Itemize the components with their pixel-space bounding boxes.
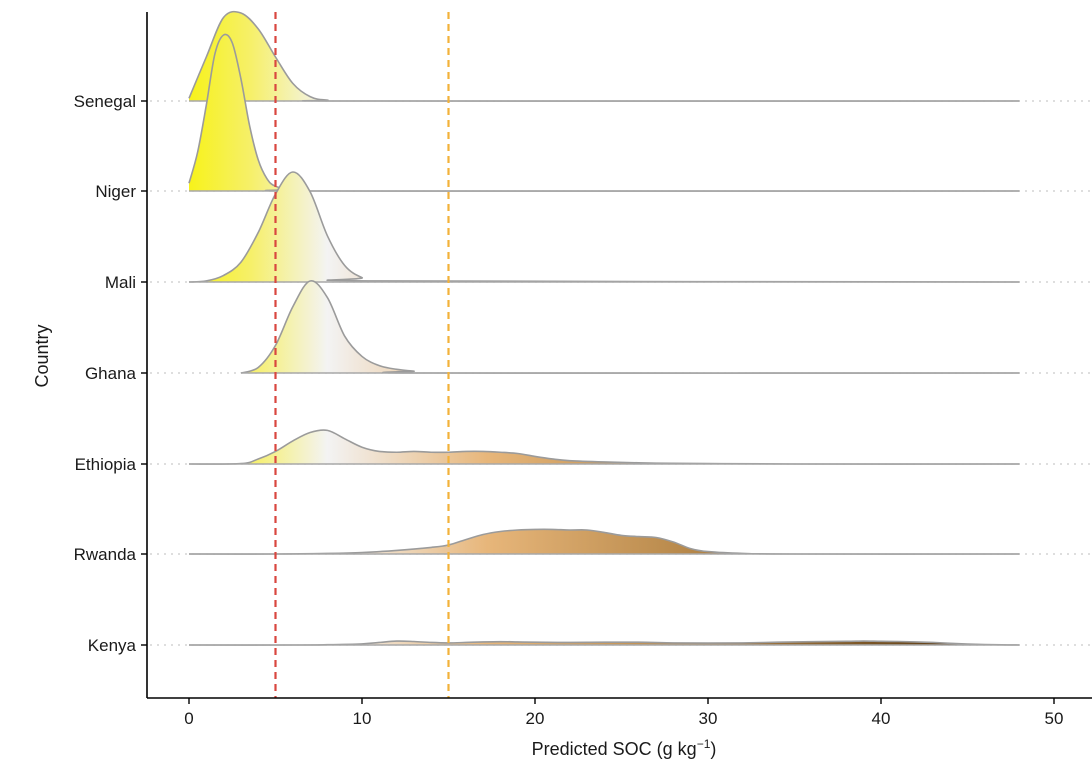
ridge-senegal <box>188 10 1020 102</box>
ridge-fill-ghana <box>240 280 1020 374</box>
y-tick-label-senegal: Senegal <box>74 92 136 111</box>
y-tick-label-ethiopia: Ethiopia <box>75 455 137 474</box>
ridge-mali <box>188 171 1020 283</box>
ridge-fill-rwanda <box>189 529 1020 555</box>
y-tick-label-niger: Niger <box>95 182 136 201</box>
x-tick-label-0: 0 <box>184 709 193 728</box>
x-tick-label-50: 50 <box>1045 709 1064 728</box>
y-tick-label-mali: Mali <box>105 273 136 292</box>
x-axis-title-superscript: −1 <box>697 737 711 751</box>
density-ridges <box>188 10 1020 646</box>
x-axis-ticks: 0 10 20 30 40 50 <box>184 698 1063 728</box>
ridge-fill-mali <box>189 171 1020 282</box>
x-tick-label-10: 10 <box>353 709 372 728</box>
y-tick-label-kenya: Kenya <box>88 636 137 655</box>
y-tick-label-ghana: Ghana <box>85 364 137 383</box>
ridge-outline-senegal <box>188 10 1020 102</box>
ridge-rwanda <box>188 528 1020 555</box>
y-tick-label-rwanda: Rwanda <box>74 545 137 564</box>
ridge-outline-ethiopia <box>188 429 1020 465</box>
y-axis-ticks: Senegal Niger Mali Ghana Ethiopia Rwanda Kenya <box>74 92 147 655</box>
ridge-outline-kenya <box>188 640 1020 646</box>
x-tick-label-30: 30 <box>699 709 718 728</box>
ridge-niger <box>188 33 1020 192</box>
y-axis-title: Country <box>32 324 52 387</box>
ridge-outline-rwanda <box>188 528 1020 555</box>
x-tick-label-20: 20 <box>526 709 545 728</box>
x-axis-title: Predicted SOC (g kg−1) <box>532 737 717 759</box>
reference-lines <box>274 12 450 698</box>
x-tick-label-40: 40 <box>872 709 891 728</box>
ridge-outline-mali <box>188 171 1020 283</box>
ridge-ghana <box>240 280 1020 374</box>
ridge-kenya <box>188 640 1020 646</box>
ridge-fill-senegal <box>189 11 1020 102</box>
ridge-fill-niger <box>189 34 1020 192</box>
ridge-outline-niger <box>188 33 1020 192</box>
ridge-ethiopia <box>188 429 1020 465</box>
ridge-fill-ethiopia <box>189 430 1020 465</box>
